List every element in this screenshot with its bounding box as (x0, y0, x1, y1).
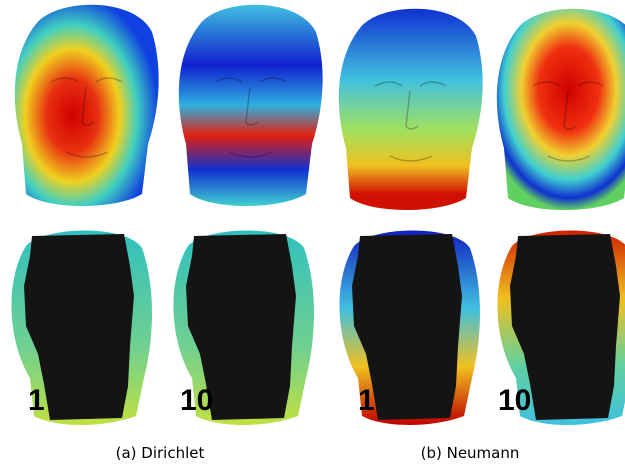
panel-caption: (b) Neumann (421, 444, 520, 462)
head-render (338, 8, 483, 211)
head-render (14, 4, 159, 207)
panel-caption: (a) Dirichlet (116, 444, 205, 462)
parameter-label: 10 (498, 384, 531, 417)
parameter-label: 1 (28, 384, 45, 417)
parameter-label: 10 (180, 384, 213, 417)
head-render (178, 4, 323, 207)
parameter-label: 1 (358, 384, 375, 417)
head-render (496, 8, 625, 211)
